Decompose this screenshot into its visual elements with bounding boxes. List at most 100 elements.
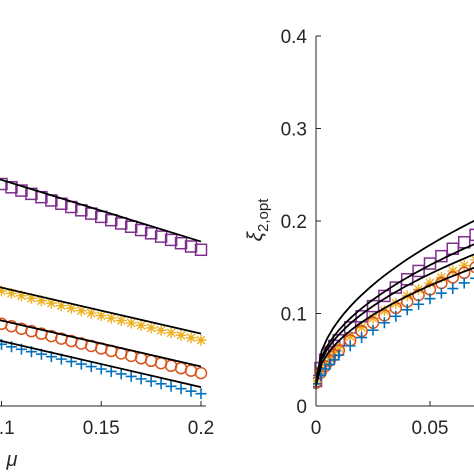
- left-plus-point: [75, 358, 87, 370]
- left-plus-point: [155, 378, 167, 390]
- left-x-tick-label: 0.2: [188, 418, 214, 439]
- right-plus-point: [401, 304, 413, 316]
- right-plus-point: [378, 317, 390, 329]
- left-circle-point: [184, 364, 198, 377]
- right-square-point: [412, 264, 425, 278]
- right-plus-point: [356, 332, 368, 344]
- right-plus-point: [324, 358, 336, 370]
- right-asterisk-point: [458, 259, 470, 271]
- left-plus-point: [145, 375, 157, 387]
- left-asterisk-point: [0, 285, 7, 297]
- right-asterisk-point: [356, 321, 368, 333]
- right-plus-point: [328, 354, 340, 366]
- left-circle-point: [194, 366, 208, 380]
- right-plus-point: [424, 293, 436, 305]
- right-square-point: [423, 257, 437, 270]
- right-asterisk-point: [367, 312, 379, 324]
- left-asterisk-point: [5, 287, 17, 299]
- left-plus-point: [125, 370, 137, 382]
- left-asterisk-point: [125, 317, 137, 329]
- left-series-asterisk: [0, 285, 207, 346]
- right-fit-line: [315, 253, 474, 385]
- left-asterisk-point: [175, 329, 187, 341]
- left-plus-point: [85, 361, 97, 373]
- right-plus-point: [447, 283, 459, 295]
- right-y-tick-label: 0.1: [281, 305, 307, 326]
- right-asterisk-point: [344, 331, 356, 343]
- left-square-point: [184, 240, 198, 253]
- left-x-axis-label: μ: [6, 449, 18, 471]
- left-asterisk-point: [45, 297, 57, 309]
- right-plus-point: [333, 349, 345, 361]
- left-x-tick-label: 0.1: [0, 418, 15, 439]
- right-plus-point: [344, 340, 356, 352]
- right-y-axis-label: ξ2,opt: [244, 198, 272, 242]
- left-square-point: [15, 184, 28, 197]
- right-y-tick-label: 0: [296, 397, 307, 418]
- left-fit-line: [0, 319, 202, 368]
- left-circle-point: [164, 359, 178, 372]
- right-axis-ticks: 0 0.05 0 0.1 0.2 0.3 0.4: [281, 27, 449, 439]
- left-plus-point: [105, 365, 117, 377]
- left-asterisk-point: [25, 292, 37, 304]
- right-asterisk-point: [378, 305, 390, 317]
- left-square-point: [0, 177, 8, 191]
- right-chart-panel: 0 0.05 0 0.1 0.2 0.3 0.4 ξ2,opt: [244, 27, 474, 439]
- right-y-tick-label: 0.2: [281, 212, 307, 233]
- right-plus-point: [470, 277, 474, 280]
- right-plus-point: [319, 363, 331, 375]
- left-plus-point: [115, 368, 127, 380]
- left-chart-panel: 0.1 0.15 0.2 μ: [0, 177, 214, 471]
- right-plus-point: [367, 324, 379, 336]
- left-square-point: [164, 233, 178, 247]
- right-x-tick-label: 0.05: [412, 418, 449, 439]
- right-circle-point: [469, 261, 474, 274]
- left-plot-area: [0, 177, 208, 400]
- left-square-point: [174, 236, 188, 250]
- left-circle-point: [174, 361, 188, 375]
- left-asterisk-point: [85, 307, 97, 319]
- left-square-point: [154, 230, 168, 243]
- right-fit-line: [315, 266, 474, 386]
- left-circle-point: [154, 356, 168, 370]
- left-asterisk-point: [115, 314, 127, 326]
- left-square-point: [134, 223, 148, 237]
- left-asterisk-point: [15, 290, 27, 302]
- right-plus-point: [390, 310, 402, 322]
- left-circle-point: [144, 354, 158, 368]
- left-asterisk-point: [135, 319, 147, 331]
- right-square-point: [469, 228, 474, 242]
- left-plus-point: [185, 385, 197, 397]
- right-plus-point: [413, 298, 425, 310]
- right-fit-line: [315, 243, 474, 384]
- left-asterisk-point: [35, 295, 47, 307]
- right-fit-line: [315, 219, 474, 382]
- left-plus-point: [175, 383, 187, 395]
- right-x-tick-label: 0: [311, 418, 322, 439]
- right-plot-area: [313, 219, 474, 390]
- left-asterisk-point: [65, 302, 77, 314]
- left-asterisk-point: [155, 324, 167, 336]
- right-y-tick-label: 0.3: [281, 120, 307, 141]
- left-asterisk-point: [55, 300, 67, 312]
- right-y-tick-label: 0.4: [281, 27, 308, 48]
- left-asterisk-point: [75, 305, 87, 317]
- left-series-circle: [0, 317, 208, 380]
- right-asterisk-point: [447, 265, 459, 277]
- left-plus-point: [135, 373, 147, 385]
- left-fit-line: [0, 339, 202, 388]
- left-asterisk-point: [195, 334, 207, 346]
- left-fit-line: [0, 178, 202, 243]
- left-asterisk-point: [95, 310, 107, 322]
- right-plus-point: [435, 287, 447, 299]
- left-square-point: [124, 220, 138, 234]
- left-plus-point: [165, 380, 177, 392]
- left-square-point: [194, 243, 208, 257]
- right-asterisk-point: [390, 297, 402, 309]
- right-asterisk-point: [333, 342, 345, 354]
- right-asterisk-point: [424, 277, 436, 289]
- left-fit-line: [0, 286, 202, 335]
- left-plus-point: [95, 363, 107, 375]
- right-series-plus: [313, 277, 474, 390]
